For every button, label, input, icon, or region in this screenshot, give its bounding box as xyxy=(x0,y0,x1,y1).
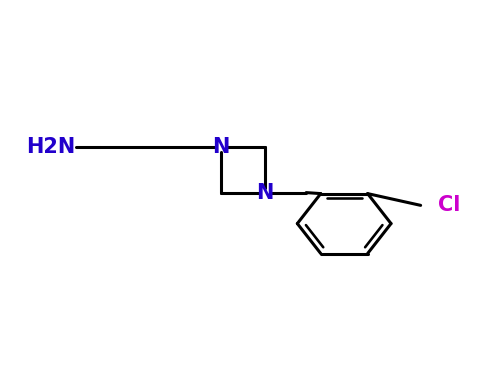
Text: N: N xyxy=(212,137,230,157)
Text: N: N xyxy=(256,183,274,203)
Text: H2N: H2N xyxy=(26,137,75,157)
Text: Cl: Cl xyxy=(438,195,460,215)
